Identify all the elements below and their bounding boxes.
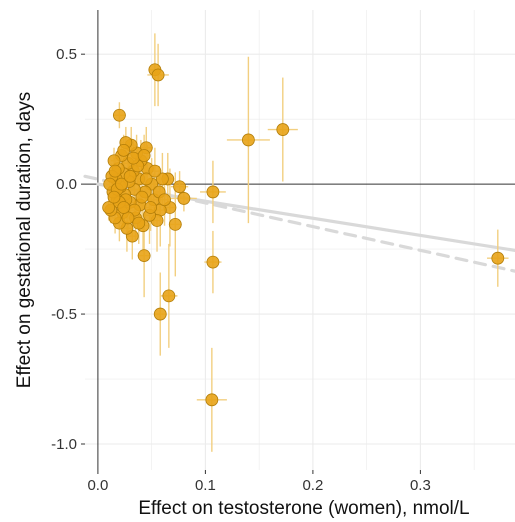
data-point (144, 201, 157, 214)
fit-line-dashed (83, 174, 515, 273)
data-point (102, 201, 116, 214)
data-point (123, 169, 137, 183)
x-axis-title: Effect on testosterone (women), nmol/L (138, 498, 469, 519)
data-point (137, 249, 151, 262)
y-axis-title: Effect on gestational duration, days (14, 92, 35, 388)
error-bars (105, 33, 509, 452)
y-tick-label: -1.0 (51, 436, 77, 453)
data-point (206, 185, 220, 199)
data-point (108, 164, 122, 178)
data-point (117, 143, 131, 157)
y-tick-label: -0.5 (51, 306, 77, 323)
x-tick-label: 0.2 (302, 477, 323, 494)
data-point (173, 180, 187, 194)
data-points (102, 63, 505, 407)
data-point (126, 151, 140, 165)
data-point (135, 190, 149, 204)
tick-labels: 0.0 0.1 0.2 0.3 0.5 0.0 -0.5 -1.0 (51, 46, 431, 494)
data-point (107, 190, 121, 204)
data-point (132, 216, 146, 230)
x-tick-label: 0.1 (195, 477, 216, 494)
y-tick-label: 0.5 (56, 46, 77, 63)
data-point (151, 68, 165, 82)
x-tick-label: 0.0 (87, 477, 108, 494)
data-point (148, 164, 162, 178)
data-point (206, 255, 220, 269)
data-point (155, 172, 169, 186)
data-point (168, 218, 182, 231)
data-point (113, 108, 126, 122)
data-point (139, 172, 153, 186)
data-point (177, 192, 191, 205)
data-point (205, 393, 219, 407)
x-tick-label: 0.3 (410, 477, 431, 494)
data-point (117, 201, 131, 214)
axes (81, 53, 421, 474)
data-point (115, 177, 128, 191)
y-tick-label: 0.0 (56, 176, 77, 193)
data-point (276, 123, 290, 136)
data-point (153, 307, 167, 321)
data-point (241, 133, 255, 147)
data-point (137, 149, 151, 162)
data-point (491, 251, 505, 265)
data-point (162, 289, 176, 303)
data-point (158, 193, 171, 207)
